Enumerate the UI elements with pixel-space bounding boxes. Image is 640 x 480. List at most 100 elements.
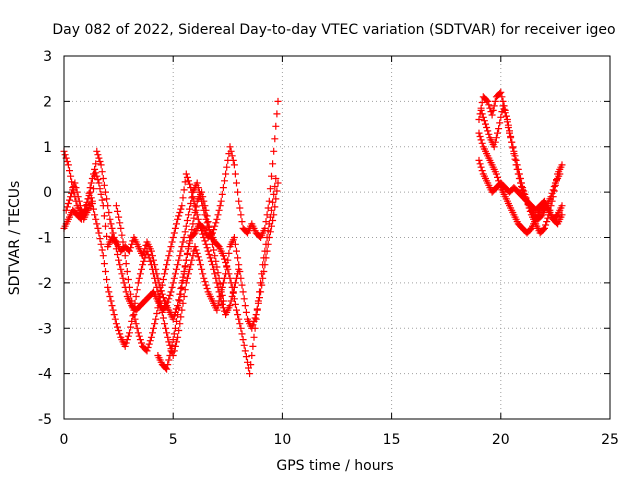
data-point	[156, 293, 164, 300]
data-point	[120, 245, 128, 253]
data-point	[91, 172, 99, 180]
data-point	[240, 341, 248, 349]
data-point	[187, 184, 195, 192]
data-point	[217, 286, 225, 294]
data-point	[92, 169, 100, 177]
data-point	[109, 306, 117, 314]
data-point	[68, 189, 76, 197]
data-point	[152, 279, 160, 287]
data-point	[173, 317, 180, 325]
data-point	[203, 212, 211, 220]
data-point	[193, 249, 201, 257]
data-point	[478, 99, 486, 106]
data-point	[205, 223, 213, 231]
data-point	[225, 270, 233, 278]
data-point	[112, 245, 120, 253]
data-point	[218, 300, 226, 308]
data-point	[67, 172, 75, 180]
data-point	[213, 279, 221, 287]
data-point	[164, 256, 172, 264]
data-point	[103, 195, 111, 203]
data-point	[161, 270, 168, 278]
data-point	[235, 265, 243, 273]
data-point	[234, 311, 242, 319]
data-point	[134, 279, 142, 287]
data-point	[198, 227, 206, 235]
data-point	[233, 179, 240, 187]
data-point	[213, 306, 221, 314]
data-point	[158, 281, 166, 289]
data-point	[138, 265, 145, 273]
data-point	[475, 129, 483, 137]
data-point	[544, 214, 552, 222]
data-point	[102, 268, 109, 275]
data-point	[186, 180, 194, 188]
data-point	[129, 304, 137, 312]
data-point	[191, 243, 199, 251]
data-point	[503, 116, 511, 123]
data-point	[502, 112, 510, 120]
data-point	[75, 197, 83, 205]
data-point	[178, 202, 186, 210]
data-point	[94, 151, 102, 159]
data-point	[504, 121, 512, 129]
data-point	[179, 238, 187, 246]
data-point	[68, 178, 76, 186]
data-point	[147, 261, 155, 269]
data-point	[265, 197, 273, 205]
data-point	[231, 300, 239, 308]
data-point	[543, 218, 551, 226]
data-point	[248, 352, 256, 359]
data-point	[488, 111, 496, 119]
data-point	[165, 252, 173, 260]
axis-ticks	[63, 55, 611, 420]
data-point	[492, 170, 500, 178]
data-point	[150, 324, 157, 332]
data-point	[185, 211, 192, 219]
data-point	[127, 290, 135, 298]
data-point	[63, 203, 71, 211]
data-point	[133, 324, 141, 332]
data-point	[149, 265, 156, 273]
data-point	[71, 179, 79, 187]
data-point	[83, 198, 91, 206]
data-point	[175, 256, 183, 264]
data-point	[231, 240, 239, 248]
data-point	[203, 219, 211, 227]
data-point	[165, 295, 173, 303]
data-point	[175, 304, 183, 312]
data-point	[509, 144, 517, 152]
data-point	[227, 297, 235, 305]
data-point	[203, 285, 211, 292]
data-point	[204, 218, 212, 226]
data-point	[541, 224, 548, 232]
data-point	[157, 287, 165, 295]
data-point	[171, 270, 179, 278]
data-point	[501, 109, 509, 117]
data-point	[491, 138, 499, 146]
data-point	[271, 203, 279, 211]
data-point	[122, 339, 130, 347]
data-point	[219, 252, 227, 260]
data-point	[512, 161, 520, 169]
data-point	[178, 283, 186, 291]
data-point	[64, 161, 72, 169]
data-point	[189, 193, 197, 201]
data-point	[146, 337, 154, 345]
data-point	[179, 277, 187, 285]
data-point	[475, 156, 483, 164]
data-point	[155, 298, 163, 306]
data-point	[187, 231, 195, 239]
data-point	[122, 288, 130, 296]
data-point	[181, 178, 189, 186]
data-point	[193, 179, 201, 187]
data-point	[92, 215, 100, 223]
data-point	[229, 156, 237, 164]
data-point	[94, 224, 102, 232]
data-point	[126, 329, 133, 337]
data-point	[169, 234, 177, 241]
data-point	[270, 147, 278, 155]
data-point	[118, 270, 126, 278]
data-point	[186, 265, 194, 273]
data-point	[92, 160, 100, 168]
